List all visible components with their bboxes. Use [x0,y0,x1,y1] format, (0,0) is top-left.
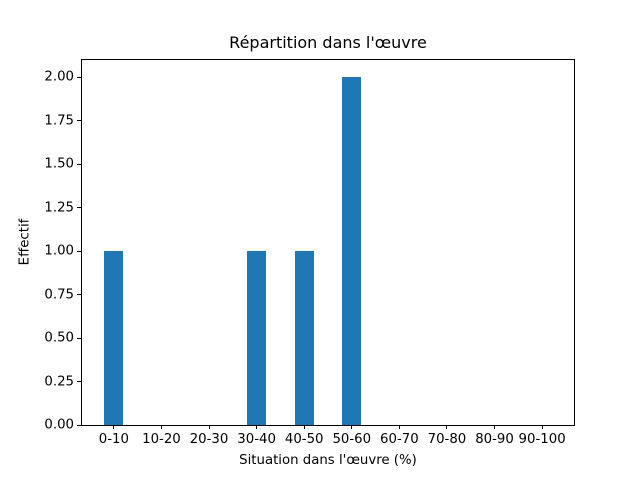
y-tick-label: 2.00 [44,69,74,85]
y-tick-mark [77,381,81,383]
y-tick-mark [77,207,81,209]
x-tick-mark [541,425,543,429]
x-tick-label: 0-10 [98,432,129,447]
y-tick-mark [77,120,81,122]
y-tick-mark [77,76,81,78]
y-tick-mark [77,424,81,426]
chart-title: Répartition dans l'œuvre [229,33,427,52]
x-axis-label: Situation dans l'œuvre (%) [239,453,417,468]
x-tick-mark [113,425,115,429]
y-tick-label: 1.25 [44,200,74,216]
y-tick-label: 0.50 [44,330,74,346]
y-tick-mark [77,337,81,339]
x-tick-mark [351,425,353,429]
x-tick-label: 90-100 [518,432,566,447]
y-axis-label: Effectif [17,218,33,266]
y-tick-label: 1.50 [44,156,74,172]
x-tick-mark [303,425,305,429]
x-tick-label: 70-80 [427,432,467,447]
bar [247,251,267,425]
y-tick-label: 0.75 [44,287,74,303]
x-tick-mark [494,425,496,429]
x-tick-mark [160,425,162,429]
bar [104,251,124,425]
bar [294,251,314,425]
y-tick-mark [77,250,81,252]
x-tick-label: 10-20 [142,432,181,447]
x-tick-mark [446,425,448,429]
plot-area: 0.00 0.25 0.50 0.75 1.00 1.25 1.50 1.75 2.00 0-10… [44,59,575,447]
x-tick-label: 30-40 [237,432,276,447]
y-tick-label: 1.75 [44,113,74,129]
x-tick-label: 60-70 [380,432,419,447]
bar [342,77,362,425]
x-tick-label: 40-50 [284,432,324,447]
y-tick-label: 0.00 [44,417,74,433]
y-tick-mark [77,163,81,165]
x-tick-mark [398,425,400,429]
x-tick-mark [256,425,258,429]
y-tick-mark [77,294,81,296]
y-tick-label: 1.00 [44,243,74,259]
y-tick-label: 0.25 [44,374,74,390]
x-tick-label: 20-30 [189,432,229,447]
x-tick-mark [208,425,210,429]
x-tick-label: 80-90 [475,432,514,447]
x-tick-label: 50-60 [332,432,372,447]
